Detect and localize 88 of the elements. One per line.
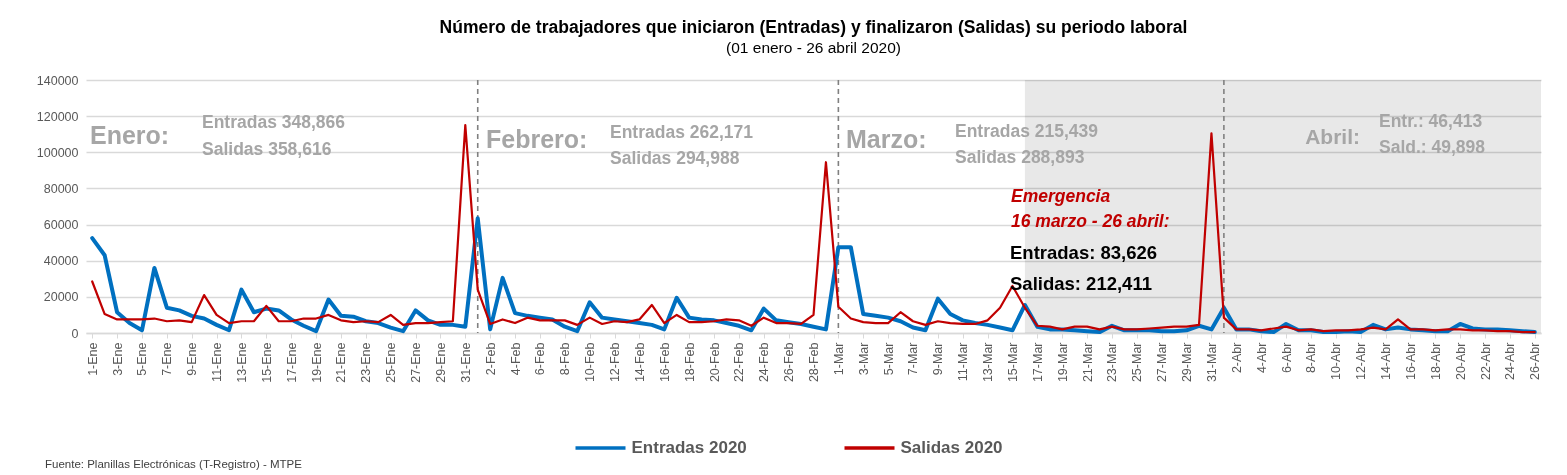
x-tick-label: 10-Abr xyxy=(1329,342,1344,381)
legend-label: Salidas 2020 xyxy=(900,438,1003,457)
x-tick-label: 23-Mar xyxy=(1105,342,1120,383)
x-tick-label: 7-Ene xyxy=(160,342,175,376)
annotation: Salidas 294,988 xyxy=(610,148,740,168)
x-tick-label: 31-Mar xyxy=(1204,342,1219,383)
x-tick-label: 29-Mar xyxy=(1180,342,1195,383)
legend-label: Entradas 2020 xyxy=(631,438,747,457)
x-tick-label: 23-Ene xyxy=(359,342,374,383)
x-tick-label: 25-Ene xyxy=(384,342,399,383)
x-tick-label: 14-Abr xyxy=(1379,342,1394,381)
x-tick-label: 27-Ene xyxy=(409,342,424,383)
y-tick-label: 100000 xyxy=(36,145,79,160)
x-tick-label: 3-Ene xyxy=(110,342,125,376)
annotation: Entradas 262,171 xyxy=(610,122,754,142)
x-tick-label: 16-Feb xyxy=(657,342,672,383)
x-tick-label: 13-Ene xyxy=(234,342,249,383)
x-tick-label: 4-Abr xyxy=(1254,342,1269,374)
x-tick-label: 10-Feb xyxy=(583,342,598,383)
x-tick-label: 1-Ene xyxy=(85,342,100,376)
y-tick-label: 140000 xyxy=(36,73,79,88)
x-tick-label: 19-Mar xyxy=(1055,342,1070,383)
annotation: Entradas 215,439 xyxy=(955,121,1099,141)
x-tick-label: 6-Abr xyxy=(1279,342,1294,374)
x-tick-label: 21-Ene xyxy=(334,342,349,383)
x-tick-label: 4-Feb xyxy=(508,342,523,376)
x-tick-label: 16-Abr xyxy=(1403,342,1418,381)
annotation: Marzo: xyxy=(846,125,927,153)
x-tick-label: 20-Feb xyxy=(707,342,722,383)
x-tick-label: 28-Feb xyxy=(807,342,821,383)
x-tick-label: 13-Mar xyxy=(981,342,996,383)
x-tick-label: 7-Mar xyxy=(906,342,921,376)
x-tick-label: 6-Feb xyxy=(533,342,548,376)
x-tick-label: 8-Abr xyxy=(1304,342,1319,374)
x-tick-label: 31-Ene xyxy=(458,342,473,383)
y-tick-label: 60000 xyxy=(43,218,79,233)
y-tick-label: 120000 xyxy=(36,109,79,124)
x-tick-label: 2-Feb xyxy=(483,342,498,376)
annotation: Sald.: 49,898 xyxy=(1379,137,1486,157)
x-tick-label: 15-Mar xyxy=(1005,342,1020,383)
chart-subtitle: (01 enero - 26 abril 2020) xyxy=(726,38,901,56)
x-tick-label: 22-Abr xyxy=(1478,342,1493,381)
annotation: Entradas: 83,626 xyxy=(1010,242,1158,263)
x-tick-label: 27-Mar xyxy=(1155,342,1170,383)
annotation: 16 marzo - 26 abril: xyxy=(1011,211,1170,231)
annotation: Salidas 358,616 xyxy=(202,139,332,159)
y-tick-label: 40000 xyxy=(43,254,79,269)
x-tick-label: 15-Ene xyxy=(259,342,274,383)
annotation: Febrero: xyxy=(486,125,588,153)
annotation: Abril: xyxy=(1305,125,1360,148)
x-tick-label: 9-Mar xyxy=(931,342,946,376)
x-tick-label: 22-Feb xyxy=(732,342,747,383)
annotation: Enero: xyxy=(90,121,170,149)
x-tick-label: 21-Mar xyxy=(1080,342,1095,383)
y-tick-label: 20000 xyxy=(43,290,79,305)
x-tick-label: 2-Abr xyxy=(1229,342,1244,374)
annotation: Entr.: 46,413 xyxy=(1379,111,1483,131)
x-tick-label: 18-Feb xyxy=(682,342,697,383)
x-tick-label: 20-Abr xyxy=(1453,342,1468,381)
annotation: Salidas: 212,411 xyxy=(1010,273,1152,294)
x-tick-label: 9-Ene xyxy=(185,342,200,376)
x-tick-label: 25-Mar xyxy=(1130,342,1145,383)
annotation: Emergencia xyxy=(1011,186,1111,206)
x-tick-label: 12-Feb xyxy=(608,342,623,383)
x-tick-label: 18-Abr xyxy=(1428,342,1443,381)
x-tick-label: 19-Ene xyxy=(309,342,324,383)
source-note: Fuente: Planillas Electrónicas (T-Registro) - MTPE xyxy=(45,458,303,470)
chart-title: Número de trabajadores que iniciaron (Entradas) y finalizaron (Salidas) su periodo laboral xyxy=(439,17,1188,37)
annotation: Salidas 288,893 xyxy=(955,147,1085,167)
x-tick-label: 3-Mar xyxy=(856,342,871,376)
x-tick-label: 12-Abr xyxy=(1354,342,1369,381)
x-tick-label: 26-Feb xyxy=(782,342,797,383)
x-tick-label: 5-Ene xyxy=(135,342,150,376)
x-tick-label: 1-Mar xyxy=(831,342,846,376)
y-tick-label: 0 xyxy=(71,326,79,341)
x-tick-label: 11-Ene xyxy=(210,342,225,382)
x-tick-label: 14-Feb xyxy=(632,342,647,383)
x-tick-label: 24-Abr xyxy=(1503,342,1518,381)
x-tick-label: 29-Ene xyxy=(433,342,448,383)
x-tick-label: 26-Abr xyxy=(1528,342,1543,381)
x-tick-label: 8-Feb xyxy=(558,342,573,376)
annotation: Entradas 348,866 xyxy=(202,112,346,132)
x-tick-label: 17-Mar xyxy=(1030,342,1045,383)
y-tick-label: 80000 xyxy=(43,181,79,196)
x-tick-label: 24-Feb xyxy=(757,342,772,383)
x-tick-label: 11-Mar xyxy=(956,342,971,382)
x-tick-label: 5-Mar xyxy=(881,342,896,376)
x-tick-label: 17-Ene xyxy=(284,342,299,383)
